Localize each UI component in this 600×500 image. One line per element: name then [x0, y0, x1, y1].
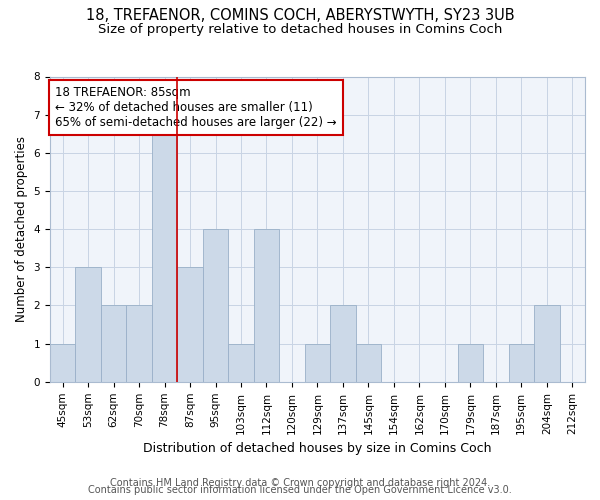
Bar: [254, 229, 279, 382]
Text: Contains public sector information licensed under the Open Government Licence v3: Contains public sector information licen…: [88, 485, 512, 495]
Bar: [178, 268, 203, 382]
Bar: [305, 344, 330, 382]
Bar: [101, 306, 127, 382]
X-axis label: Distribution of detached houses by size in Comins Coch: Distribution of detached houses by size …: [143, 442, 492, 455]
Text: Size of property relative to detached houses in Comins Coch: Size of property relative to detached ho…: [98, 22, 502, 36]
Bar: [152, 114, 178, 382]
Bar: [50, 344, 76, 382]
Text: 18 TREFAENOR: 85sqm
← 32% of detached houses are smaller (11)
65% of semi-detach: 18 TREFAENOR: 85sqm ← 32% of detached ho…: [55, 86, 337, 128]
Bar: [458, 344, 483, 382]
Text: 18, TREFAENOR, COMINS COCH, ABERYSTWYTH, SY23 3UB: 18, TREFAENOR, COMINS COCH, ABERYSTWYTH,…: [86, 8, 514, 22]
Bar: [356, 344, 381, 382]
Bar: [127, 306, 152, 382]
Bar: [509, 344, 534, 382]
Bar: [228, 344, 254, 382]
Bar: [203, 229, 228, 382]
Text: Contains HM Land Registry data © Crown copyright and database right 2024.: Contains HM Land Registry data © Crown c…: [110, 478, 490, 488]
Bar: [534, 306, 560, 382]
Bar: [76, 268, 101, 382]
Bar: [330, 306, 356, 382]
Y-axis label: Number of detached properties: Number of detached properties: [15, 136, 28, 322]
